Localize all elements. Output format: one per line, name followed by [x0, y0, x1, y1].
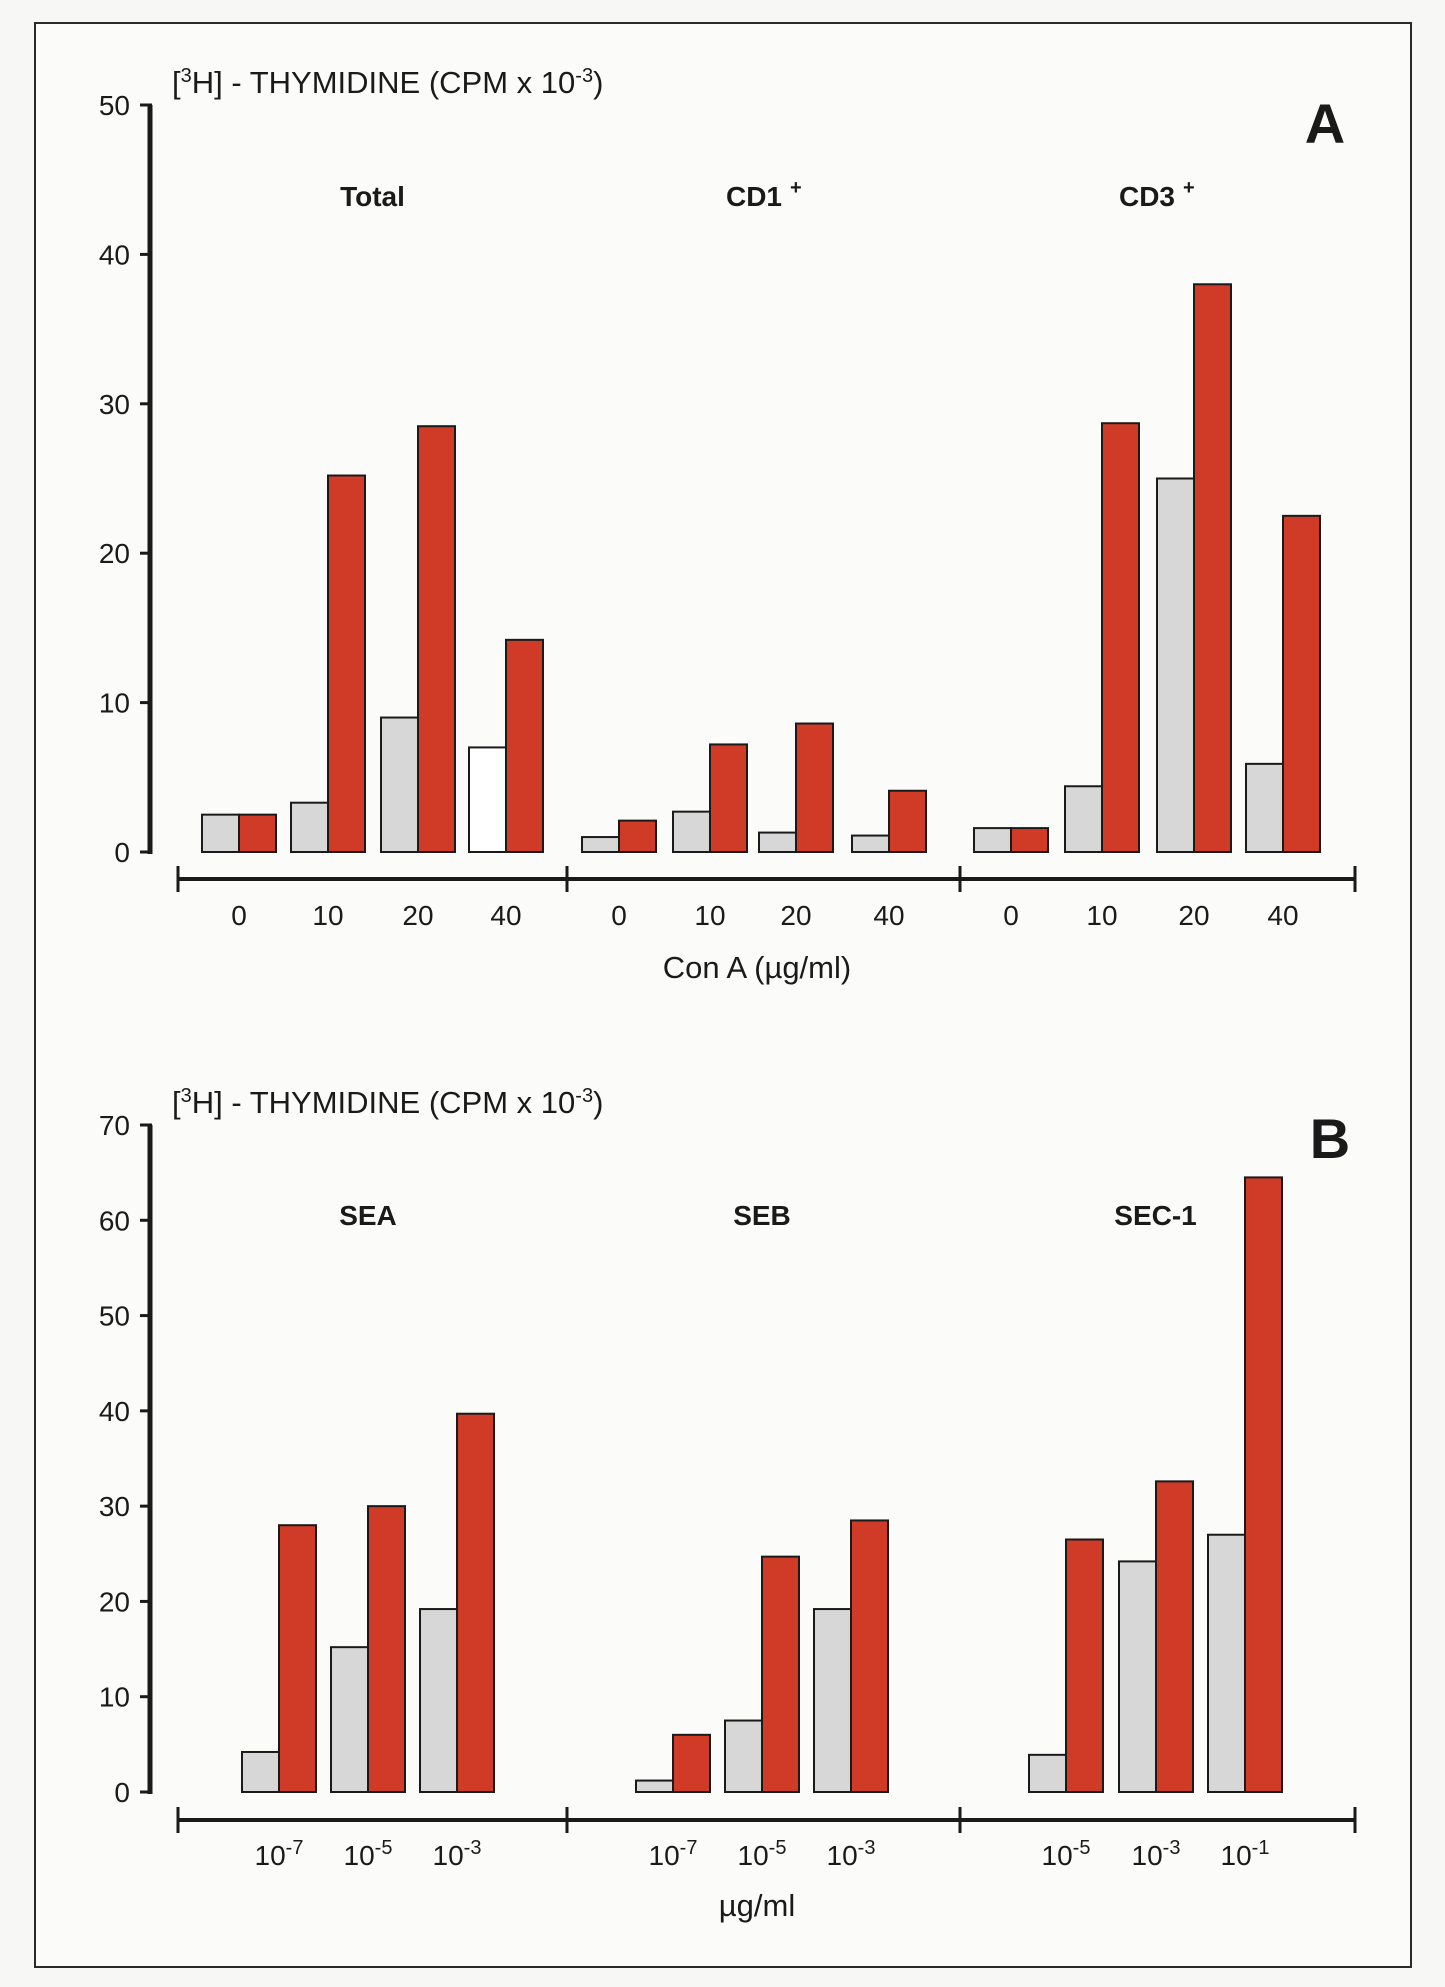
- bar-treated: [1282, 514, 1321, 853]
- y-tick-label: 30: [99, 389, 130, 420]
- y-tick-label: 40: [99, 1396, 130, 1427]
- bar-treated: [1065, 1538, 1104, 1793]
- y-axis-title: [3H] - THYMIDINE (CPM x 10-3): [172, 1085, 603, 1120]
- group-label: SEC-1: [1114, 1200, 1196, 1231]
- x-tick-label: 0: [611, 900, 627, 931]
- group-label: CD1: [726, 181, 782, 212]
- x-tick-label: 10: [1086, 900, 1117, 931]
- x-tick-label: 10-3: [433, 1837, 482, 1871]
- bar-control: [241, 1750, 280, 1793]
- bar-treated: [505, 638, 544, 853]
- bar-control: [1118, 1560, 1157, 1793]
- bar-control: [1064, 785, 1103, 853]
- y-tick-label: 10: [99, 688, 130, 719]
- bar-treated: [850, 1519, 889, 1793]
- bar-control: [330, 1646, 369, 1794]
- x-tick-label: 10-3: [1132, 1837, 1181, 1871]
- x-tick-label: 10-7: [255, 1837, 304, 1871]
- x-tick-label: 20: [1178, 900, 1209, 931]
- bar-treated: [795, 722, 834, 853]
- y-tick-label: 70: [99, 1110, 130, 1141]
- x-tick-label: 10-5: [1042, 1837, 1091, 1871]
- bar-treated: [709, 743, 748, 854]
- x-tick-label: 0: [1003, 900, 1019, 931]
- bar-treated: [1155, 1480, 1194, 1793]
- bar-treated: [238, 813, 277, 854]
- panel-b: 0 10 20 30 40 50 60 70 [3H] - THYMIDINE (CPM x 1…: [99, 1085, 1357, 1923]
- group-label: Total: [340, 181, 405, 212]
- y-tick-label: 0: [114, 1777, 130, 1808]
- bar-control: [201, 813, 240, 854]
- bar-control: [1156, 477, 1195, 853]
- y-tick-label: 50: [99, 1301, 130, 1332]
- x-tick-label: 10-5: [738, 1837, 787, 1871]
- group-label: SEB: [733, 1200, 791, 1231]
- bar-control: [380, 716, 419, 853]
- panel-letter: A: [1305, 92, 1345, 155]
- bar-control: [581, 836, 620, 853]
- panel-a: 0 10 20 30 40 50 [3H] - THYMIDINE (CPM x 10-3)…: [99, 65, 1357, 985]
- bar-treated: [327, 474, 366, 853]
- x-tick-label: 10-3: [827, 1837, 876, 1871]
- x-tick-label: 40: [490, 900, 521, 931]
- bar-control: [1207, 1533, 1246, 1793]
- bar-control: [468, 746, 507, 853]
- bar-control: [973, 827, 1012, 854]
- bar-control: [290, 801, 329, 853]
- bar-treated: [278, 1524, 317, 1793]
- y-tick-label: 60: [99, 1205, 130, 1236]
- x-tick-label: 10-1: [1221, 1837, 1270, 1871]
- x-tick-label: 0: [231, 900, 247, 931]
- bar-treated: [672, 1733, 711, 1794]
- y-axis-title: [3H] - THYMIDINE (CPM x 10-3): [172, 65, 603, 100]
- x-tick-label: 40: [873, 900, 904, 931]
- x-tick-label: 10: [694, 900, 725, 931]
- group-label: SEA: [339, 1200, 397, 1231]
- bar-control: [1028, 1753, 1067, 1794]
- bar-treated: [456, 1412, 495, 1793]
- x-axis-title: µg/ml: [719, 1888, 795, 1923]
- group-label-sup: +: [1183, 177, 1195, 199]
- bar-treated: [888, 789, 927, 853]
- y-tick-label: 0: [114, 837, 130, 868]
- bar-control: [635, 1779, 674, 1793]
- group-label: CD3: [1119, 181, 1175, 212]
- x-tick-label: 20: [780, 900, 811, 931]
- y-tick-label: 20: [99, 538, 130, 569]
- bar-treated: [1101, 422, 1140, 853]
- x-axis-title: Con A (µg/ml): [663, 950, 851, 985]
- x-tick-label: 40: [1267, 900, 1298, 931]
- bar-control: [672, 810, 711, 853]
- bar-treated: [417, 425, 456, 853]
- group-label-sup: +: [790, 177, 802, 199]
- bar-treated: [618, 819, 657, 853]
- bar-control: [1245, 762, 1284, 853]
- bar-control: [724, 1719, 763, 1794]
- bar-treated: [761, 1555, 800, 1793]
- panel-letter: B: [1310, 1107, 1350, 1170]
- y-tick-label: 50: [99, 90, 130, 121]
- y-tick-label: 20: [99, 1586, 130, 1617]
- y-tick-label: 30: [99, 1491, 130, 1522]
- x-tick-label: 10-7: [649, 1837, 698, 1871]
- bar-control: [419, 1608, 458, 1793]
- bar-control: [851, 834, 890, 853]
- x-tick-label: 10-5: [344, 1837, 393, 1871]
- bar-control: [813, 1608, 852, 1793]
- bar-control: [758, 831, 797, 854]
- y-tick-label: 40: [99, 239, 130, 270]
- bar-treated: [367, 1505, 406, 1793]
- x-tick-label: 20: [402, 900, 433, 931]
- bar-treated: [1010, 827, 1049, 854]
- bar-treated: [1193, 283, 1232, 853]
- x-tick-label: 10: [312, 900, 343, 931]
- bar-treated: [1244, 1176, 1283, 1793]
- y-tick-label: 10: [99, 1682, 130, 1713]
